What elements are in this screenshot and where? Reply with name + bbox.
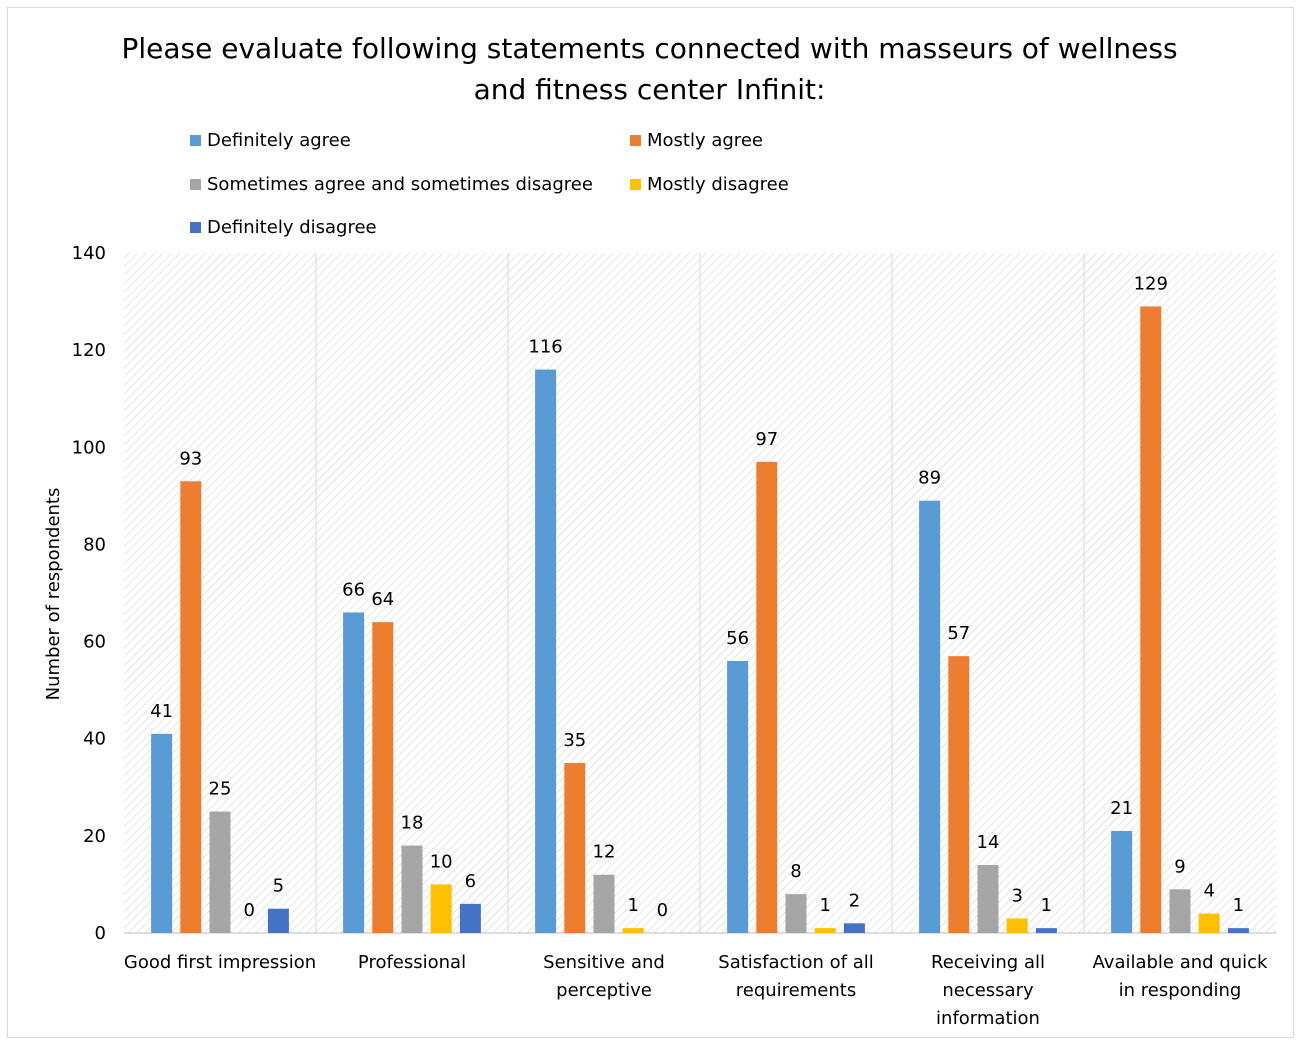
data-label: 56 <box>726 628 749 649</box>
legend-label-definitely-agree: Definitely agree <box>207 130 351 151</box>
x-category-label: Available and quick <box>1093 952 1269 973</box>
x-category-label: Satisfaction of all <box>718 952 873 973</box>
y-tick-label: 140 <box>72 243 106 264</box>
legend-item-mostly-disagree: Mostly disagree <box>630 174 789 195</box>
bar <box>1140 306 1162 933</box>
bar <box>1227 928 1249 933</box>
y-tick-label: 80 <box>83 534 106 555</box>
bar <box>593 874 615 933</box>
bar <box>977 865 999 933</box>
x-category-label: Professional <box>358 952 466 973</box>
legend-item-sometimes: Sometimes agree and sometimes disagree <box>190 174 593 195</box>
data-label: 12 <box>593 842 616 863</box>
legend-item-definitely-agree: Definitely agree <box>190 130 351 151</box>
bar <box>535 369 557 934</box>
bar <box>622 928 644 933</box>
x-category-label: Sensitive and <box>543 952 665 973</box>
bar <box>785 894 807 933</box>
data-label: 1 <box>819 895 830 916</box>
y-tick-label: 0 <box>95 923 106 944</box>
legend-label-mostly-agree: Mostly agree <box>647 130 763 151</box>
bar <box>151 733 173 933</box>
chart-title-line-2: and fitness center Infinit: <box>473 73 826 106</box>
bar <box>267 908 289 933</box>
bar <box>459 903 481 933</box>
data-label: 129 <box>1134 273 1168 294</box>
bar <box>1169 889 1191 933</box>
y-tick-label: 20 <box>83 826 106 847</box>
legend-label-sometimes: Sometimes agree and sometimes disagree <box>207 174 593 195</box>
data-label: 1 <box>1041 895 1052 916</box>
data-label: 4 <box>1203 881 1214 902</box>
x-category-label: information <box>936 1008 1040 1029</box>
bar <box>1006 918 1028 933</box>
legend-swatch-mostly-agree <box>630 135 641 146</box>
legend-swatch-definitely-disagree <box>190 222 201 233</box>
data-label: 0 <box>657 900 668 921</box>
y-tick-label: 100 <box>72 437 106 458</box>
x-category-label: requirements <box>736 980 856 1001</box>
legend-item-definitely-disagree: Definitely disagree <box>190 217 377 238</box>
bar <box>1111 831 1133 933</box>
bar <box>430 884 452 933</box>
bar <box>1198 913 1220 933</box>
data-label: 18 <box>401 813 424 834</box>
data-label: 1 <box>627 895 638 916</box>
bar <box>180 481 202 933</box>
legend-swatch-sometimes <box>190 179 201 190</box>
bar <box>756 461 778 933</box>
legend-label-definitely-disagree: Definitely disagree <box>207 217 377 238</box>
bar <box>372 622 394 933</box>
data-label: 57 <box>947 623 970 644</box>
x-category-label: perceptive <box>556 980 652 1001</box>
x-category-label: necessary <box>942 980 1034 1001</box>
y-tick-label: 60 <box>83 632 106 653</box>
data-label: 2 <box>849 890 860 911</box>
legend-item-mostly-agree: Mostly agree <box>630 130 763 151</box>
bar <box>564 763 586 933</box>
y-tick-label: 40 <box>83 729 106 750</box>
data-label: 93 <box>179 448 202 469</box>
data-label: 14 <box>977 832 1000 853</box>
data-label: 3 <box>1011 885 1022 906</box>
y-axis-label: Number of respondents <box>43 488 64 701</box>
data-label: 0 <box>243 900 254 921</box>
legend-swatch-mostly-disagree <box>630 179 641 190</box>
legend-swatch-definitely-agree <box>190 135 201 146</box>
data-label: 21 <box>1110 798 1133 819</box>
data-label: 35 <box>563 730 586 751</box>
data-label: 1 <box>1233 895 1244 916</box>
bar <box>401 845 423 933</box>
data-label: 66 <box>342 579 365 600</box>
bar <box>343 612 365 933</box>
bar <box>919 500 941 933</box>
data-label: 10 <box>430 851 453 872</box>
bar <box>209 811 231 933</box>
legend-label-mostly-disagree: Mostly disagree <box>647 174 789 195</box>
data-label: 41 <box>150 701 173 722</box>
bar <box>948 656 970 933</box>
bar <box>727 661 749 933</box>
chart-title-line-1: Please evaluate following statements con… <box>121 32 1178 65</box>
y-tick-label: 120 <box>72 340 106 361</box>
data-label: 116 <box>528 337 562 358</box>
x-category-label: Receiving all <box>931 952 1045 973</box>
bar <box>843 923 865 933</box>
bar <box>1035 928 1057 933</box>
x-category-label: in responding <box>1119 980 1242 1001</box>
bar <box>814 928 836 933</box>
data-label: 64 <box>371 589 394 610</box>
data-label: 6 <box>465 871 476 892</box>
data-label: 25 <box>209 779 232 800</box>
data-label: 9 <box>1174 856 1185 877</box>
data-label: 89 <box>918 468 941 489</box>
data-label: 5 <box>273 876 284 897</box>
data-label: 8 <box>790 861 801 882</box>
x-category-label: Good first impression <box>124 952 316 973</box>
data-label: 97 <box>755 429 778 450</box>
